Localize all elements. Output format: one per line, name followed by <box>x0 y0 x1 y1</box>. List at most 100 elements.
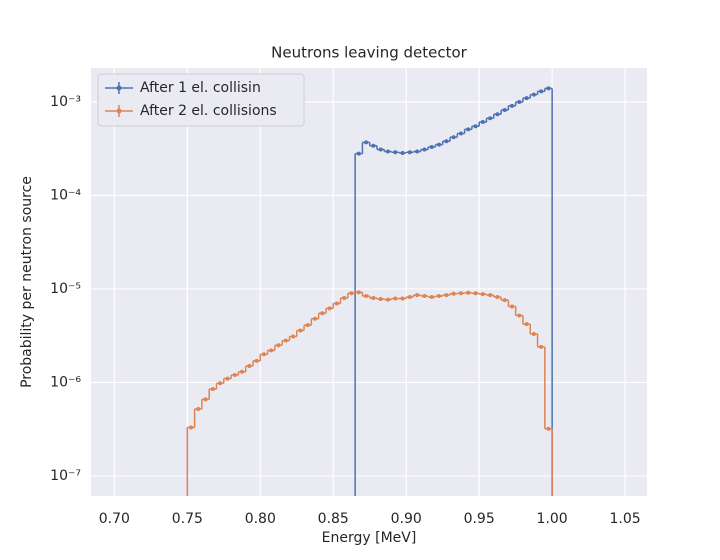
grid <box>91 68 647 496</box>
data-point <box>407 295 412 300</box>
legend-label: After 1 el. collisin <box>140 80 261 96</box>
data-point <box>378 297 383 302</box>
data-point <box>240 369 245 374</box>
x-tick-label: 0.70 <box>99 511 130 527</box>
data-point <box>429 295 434 300</box>
data-point <box>291 334 296 339</box>
y-tick-label: 10⁻³ <box>50 94 81 110</box>
data-point <box>451 291 456 296</box>
data-point <box>510 304 515 309</box>
data-point <box>400 150 405 155</box>
data-point <box>356 151 361 156</box>
data-point <box>422 147 427 152</box>
y-tick-label: 10⁻⁶ <box>50 374 81 390</box>
data-point <box>531 331 536 336</box>
data-point <box>400 296 405 301</box>
chart-title: Neutrons leaving detector <box>271 44 468 62</box>
data-point <box>378 147 383 152</box>
x-tick-label: 1.05 <box>610 511 641 527</box>
data-point <box>371 143 376 148</box>
data-point <box>473 291 478 296</box>
data-point <box>495 112 500 117</box>
data-point <box>305 323 310 328</box>
data-point <box>444 139 449 144</box>
data-point <box>488 293 493 298</box>
data-point <box>488 116 493 121</box>
data-point <box>546 426 551 431</box>
legend-label: After 2 el. collisions <box>140 103 277 119</box>
data-point <box>385 149 390 154</box>
y-tick-label: 10⁻⁵ <box>50 281 81 297</box>
x-tick-label: 0.85 <box>318 511 349 527</box>
data-point <box>510 103 515 108</box>
plot-area <box>91 68 647 496</box>
data-point <box>393 296 398 301</box>
data-point <box>356 290 361 295</box>
data-point <box>342 296 347 301</box>
data-point <box>444 293 449 298</box>
data-point <box>531 92 536 97</box>
data-point <box>269 348 274 353</box>
data-point <box>203 397 208 402</box>
data-point <box>393 150 398 155</box>
data-point <box>261 352 266 357</box>
data-point <box>539 344 544 349</box>
y-axis-label: Probability per neutron source <box>19 176 35 388</box>
data-point <box>218 381 223 386</box>
data-point <box>458 131 463 136</box>
data-point <box>298 328 303 333</box>
data-point <box>429 145 434 150</box>
data-point <box>276 343 281 348</box>
data-point <box>502 108 507 113</box>
data-point <box>196 406 201 411</box>
data-point <box>517 99 522 104</box>
data-point <box>210 387 215 392</box>
legend-marker <box>116 85 122 91</box>
data-point <box>415 293 420 298</box>
data-point <box>451 135 456 140</box>
data-point <box>466 127 471 132</box>
data-point <box>232 373 237 378</box>
legend-marker <box>116 108 122 114</box>
y-tick-label: 10⁻⁷ <box>50 468 81 484</box>
data-point <box>495 295 500 300</box>
data-point <box>422 294 427 299</box>
data-point <box>437 142 442 147</box>
data-point <box>247 363 252 368</box>
y-tick-label: 10⁻⁴ <box>50 187 81 203</box>
data-point <box>283 338 288 343</box>
data-point <box>466 290 471 295</box>
data-point <box>349 291 354 296</box>
data-point <box>407 150 412 155</box>
data-point <box>524 322 529 327</box>
x-tick-label: 0.80 <box>245 511 276 527</box>
data-point <box>334 301 339 306</box>
data-point <box>524 96 529 101</box>
data-point <box>480 292 485 297</box>
x-tick-label: 1.00 <box>537 511 568 527</box>
data-point <box>458 291 463 296</box>
data-point <box>502 298 507 303</box>
data-point <box>415 149 420 154</box>
plot-series <box>186 86 553 496</box>
data-point <box>320 311 325 316</box>
x-axis-label: Energy [MeV] <box>322 530 417 546</box>
x-tick-label: 0.95 <box>464 511 495 527</box>
x-tick-label: 0.90 <box>391 511 422 527</box>
legend: After 1 el. collisin After 2 el. collisio… <box>97 73 305 127</box>
data-point <box>480 120 485 125</box>
data-point <box>364 140 369 145</box>
x-tick-label: 0.75 <box>172 511 203 527</box>
data-point <box>539 89 544 94</box>
data-point <box>225 376 230 381</box>
data-point <box>517 313 522 318</box>
legend-box <box>97 73 305 127</box>
data-point <box>254 358 259 363</box>
data-point <box>364 294 369 299</box>
data-point <box>371 296 376 301</box>
data-point <box>313 316 318 321</box>
data-point <box>546 86 551 91</box>
data-point <box>473 124 478 129</box>
data-point <box>437 294 442 299</box>
